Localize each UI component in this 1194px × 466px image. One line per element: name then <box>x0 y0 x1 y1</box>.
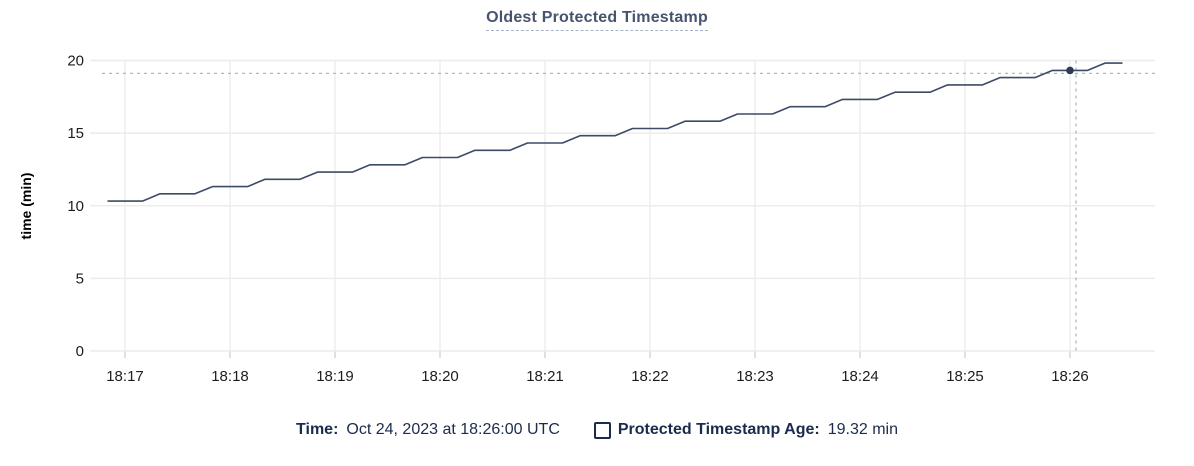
series-toggle-checkbox[interactable] <box>593 421 611 439</box>
x-tick-label: 18:18 <box>211 368 249 385</box>
chart-header: Oldest Protected Timestamp <box>0 9 1194 31</box>
x-tick-label: 18:25 <box>946 368 984 385</box>
chart-canvas[interactable]: 18:17 18:18 18:19 18:20 18:21 18:22 18:23 18:24… <box>0 0 1194 410</box>
x-tick-label: 18:26 <box>1051 368 1089 385</box>
y-tick-label: 0 <box>76 343 84 360</box>
legend-series-value: 19.32 min <box>827 421 898 438</box>
x-tick-label: 18:22 <box>631 368 669 385</box>
y-axis-title: time (min) <box>18 173 34 240</box>
x-tick-label: 18:23 <box>736 368 774 385</box>
x-tick-label: 18:24 <box>841 368 879 385</box>
x-tick-label: 18:17 <box>106 368 144 385</box>
y-tick-label: 5 <box>76 270 84 287</box>
x-tick-label: 18:20 <box>421 368 459 385</box>
x-tick-label: 18:21 <box>526 368 564 385</box>
legend-time-value: Oct 24, 2023 at 18:26:00 UTC <box>346 421 560 438</box>
chart-title[interactable]: Oldest Protected Timestamp <box>486 9 708 31</box>
legend: Time: Oct 24, 2023 at 18:26:00 UTC Prote… <box>0 416 1194 444</box>
x-tick-label: 18:19 <box>316 368 354 385</box>
y-tick-label: 10 <box>67 198 84 215</box>
legend-series-label: Protected Timestamp Age: <box>617 421 820 438</box>
y-tick-label: 15 <box>67 125 84 142</box>
y-tick-label: 20 <box>67 53 84 70</box>
highlighted-point <box>1066 66 1074 75</box>
series-line <box>107 62 1123 202</box>
legend-time-label: Time: <box>296 421 339 438</box>
